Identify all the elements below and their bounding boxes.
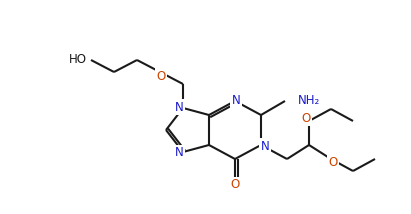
Text: HO: HO	[69, 52, 87, 65]
Text: N: N	[175, 147, 183, 159]
Text: O: O	[231, 178, 240, 192]
Text: NH₂: NH₂	[298, 94, 320, 107]
Text: O: O	[156, 70, 166, 83]
Text: N: N	[175, 101, 183, 113]
Text: O: O	[301, 111, 311, 125]
Text: N: N	[261, 140, 269, 153]
Text: N: N	[232, 94, 240, 107]
Text: O: O	[328, 156, 337, 169]
